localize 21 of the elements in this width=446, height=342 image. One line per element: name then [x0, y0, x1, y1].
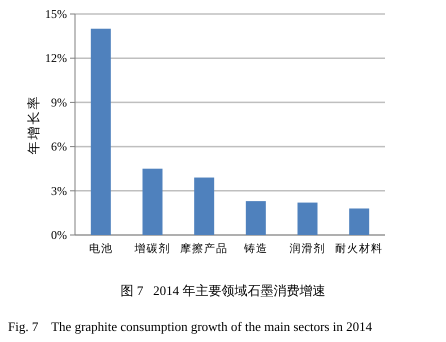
x-tick-label: 摩擦产品 [180, 242, 228, 255]
y-axis-title: 年增长率 [26, 94, 41, 154]
x-tick-label: 增碳剂 [134, 242, 170, 255]
y-tick-label: 15% [45, 7, 67, 21]
bar [90, 28, 111, 235]
text: Fig. 7 The graphite consumption growth of the main sectors in 2014 [8, 319, 373, 334]
y-tick-label: 3% [51, 184, 67, 198]
bar [349, 208, 370, 235]
y-tick-label: 0% [51, 228, 67, 242]
y-tick-label: 12% [45, 51, 67, 66]
bar [246, 201, 266, 235]
bar [142, 168, 162, 235]
x-tick-label: 润滑剂 [290, 242, 326, 255]
x-tick-label: 铸造 [242, 242, 268, 255]
y-tick-label: 9% [51, 95, 67, 110]
x-tick-label: 电池 [88, 242, 113, 255]
text: 图 7 2014 年主要领域石墨消费增速 [120, 283, 326, 298]
bar [194, 178, 214, 235]
bar [298, 202, 318, 235]
x-tick-label: 耐火材料 [335, 242, 384, 255]
y-tick-label: 6% [51, 140, 67, 154]
